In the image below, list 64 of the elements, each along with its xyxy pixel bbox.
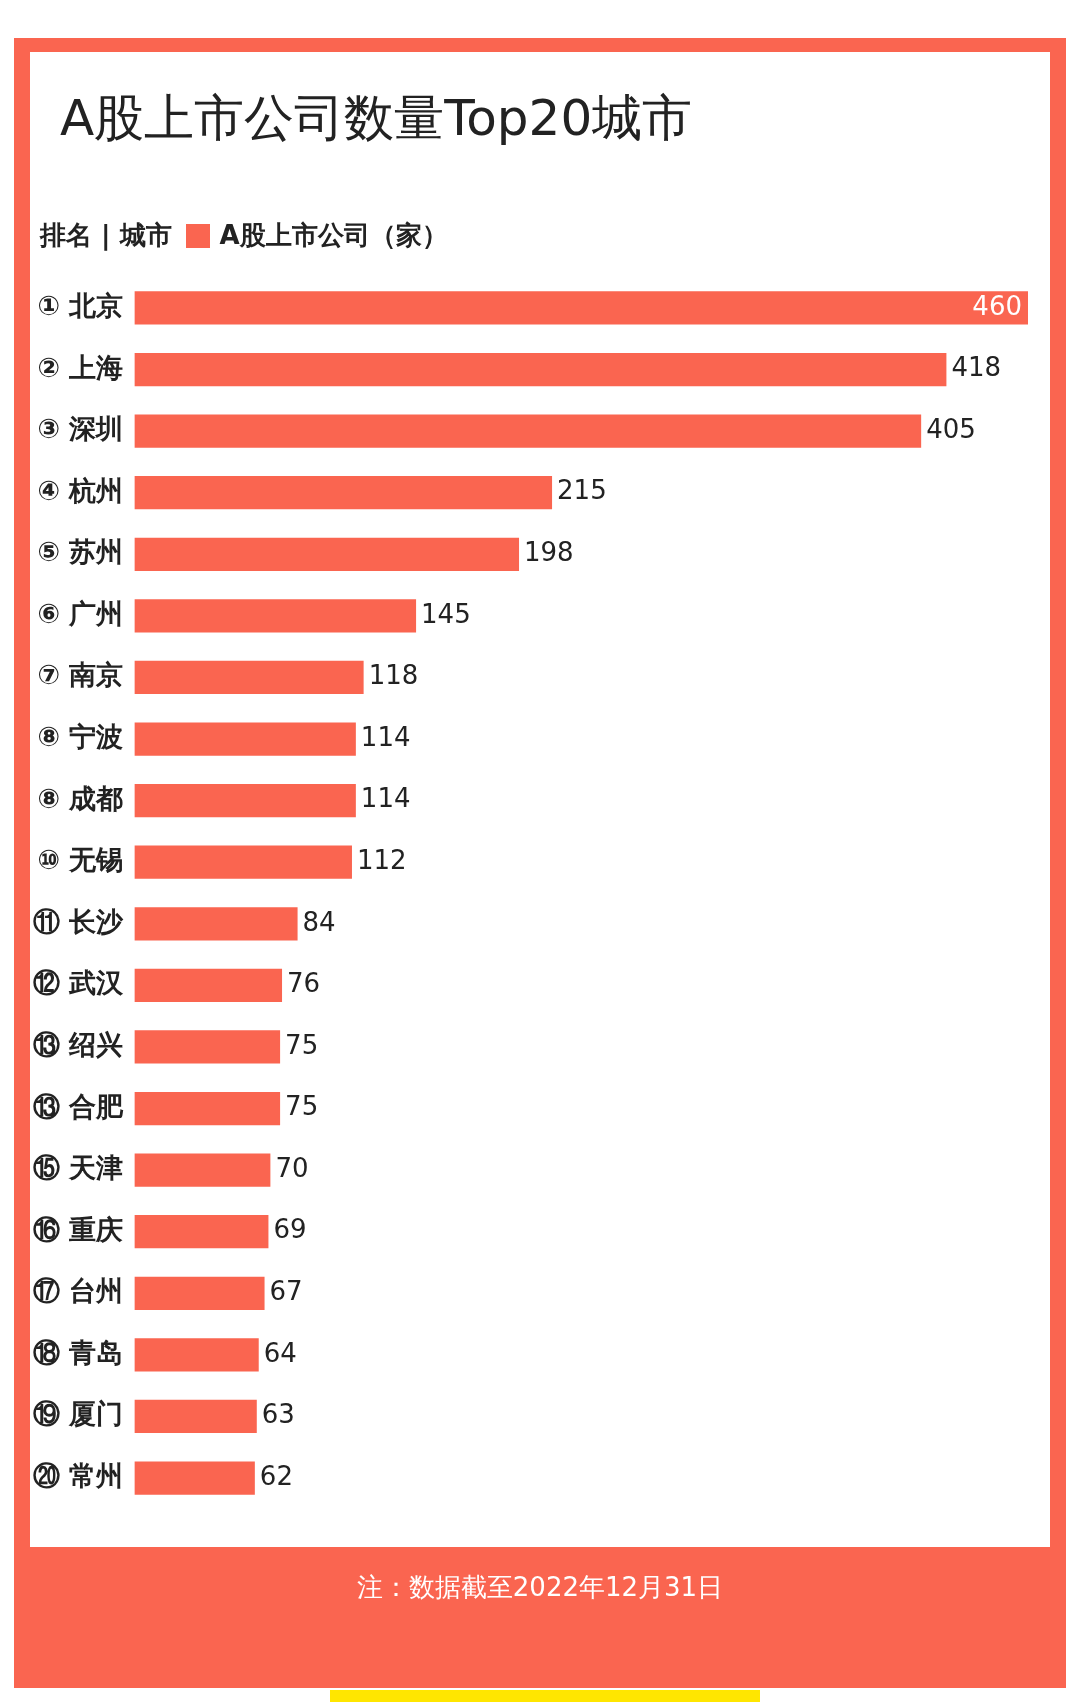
data-label: 75: [285, 1091, 319, 1122]
bar: [134, 352, 947, 387]
chart-title: A股上市公司数量Top20城市: [60, 88, 693, 149]
y-tick-label: ⑳ 常州: [32, 1460, 124, 1492]
y-tick-label: ⑫ 武汉: [32, 967, 125, 999]
data-label: 118: [368, 660, 419, 691]
y-tick-label: ⑪ 长沙: [32, 905, 125, 937]
data-label: 67: [269, 1276, 303, 1307]
bar: [134, 1338, 259, 1372]
legend-label: A股上市公司（家）: [219, 219, 448, 252]
data-label: 114: [360, 783, 411, 814]
bar: [134, 1153, 271, 1187]
data-label: 62: [259, 1460, 293, 1491]
bar: [134, 660, 364, 695]
y-tick-label: ④ 杭州: [37, 474, 124, 506]
data-label: 63: [261, 1399, 295, 1430]
data-label: 76: [287, 968, 321, 999]
y-tick-label: ⑥ 广州: [37, 597, 124, 629]
bar: [134, 845, 352, 879]
bar: [134, 414, 922, 448]
y-tick-label: ① 北京: [37, 290, 124, 322]
bar: [134, 599, 417, 633]
y-tick-label: ⑦ 南京: [37, 659, 124, 691]
bar: [134, 907, 298, 941]
bar: [134, 1215, 269, 1249]
bar: [134, 784, 356, 818]
bar: [134, 1091, 281, 1126]
y-tick-label: ⑯ 重庆: [32, 1213, 124, 1245]
bar: [134, 1461, 255, 1495]
y-tick-label: ⑤ 苏州: [37, 536, 124, 568]
y-tick-label: ⑱ 青岛: [32, 1336, 124, 1368]
data-label: 70: [275, 1152, 309, 1183]
data-label: 69: [273, 1214, 307, 1245]
data-label: 84: [302, 906, 336, 937]
text: 注：数据截至2022年12月31日: [355, 1571, 725, 1604]
y-tick-label: ⑮ 天津: [32, 1152, 124, 1184]
bar: [134, 291, 1028, 325]
data-label: 112: [356, 844, 407, 875]
y-tick-label: ⑲ 厦门: [32, 1398, 124, 1430]
bar: [134, 537, 520, 571]
y-tick-label: ② 上海: [37, 351, 124, 383]
data-label: 64: [263, 1337, 297, 1368]
bar: [134, 476, 553, 510]
data-label: 405: [926, 413, 976, 444]
data-label: 418: [951, 352, 1002, 383]
data-label: 114: [360, 721, 411, 752]
y-tick-label: ⑧ 成都: [37, 782, 124, 814]
data-label: 198: [524, 537, 574, 568]
bar: [134, 968, 283, 1002]
bar: [134, 722, 356, 756]
bar: [134, 1399, 257, 1434]
y-tick-label: ⑬ 合肥: [32, 1090, 125, 1122]
y-tick-label: ⑬ 绍兴: [32, 1028, 124, 1060]
y-tick-label: ③ 深圳: [37, 413, 124, 445]
bar: [134, 1030, 281, 1064]
y-axis-title: 排名 | 城市: [40, 219, 172, 253]
data-label: 215: [557, 475, 607, 506]
y-tick-label: ⑧ 宁波: [37, 721, 124, 753]
data-label: 460: [972, 290, 1022, 321]
y-tick-label: ⑩ 无锡: [37, 844, 124, 876]
y-tick-label: ⑰ 台州: [32, 1275, 124, 1307]
data-label: 75: [285, 1029, 319, 1060]
data-label: 145: [421, 598, 471, 629]
bar: [134, 1276, 265, 1310]
